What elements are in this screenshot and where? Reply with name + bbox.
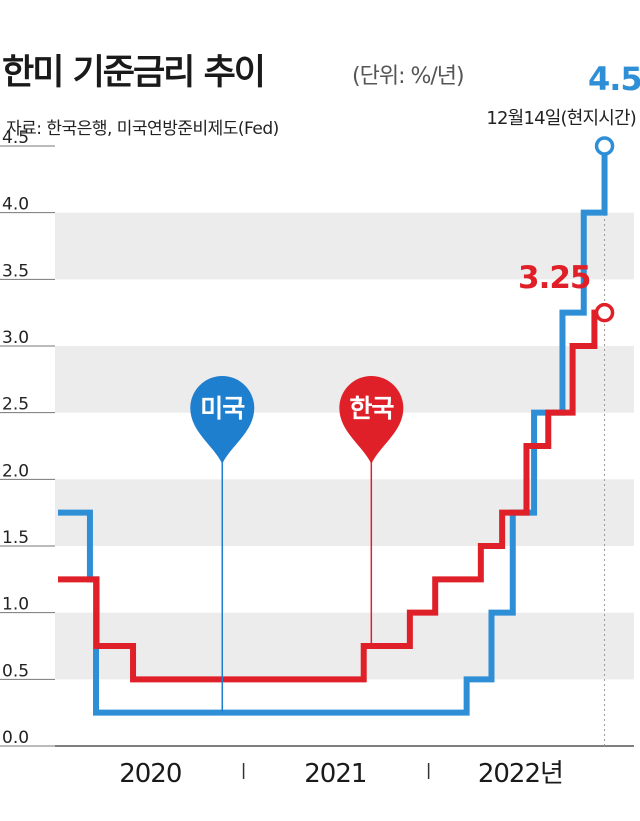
grid-band [55, 612, 634, 680]
x-tick-label: 2020 [119, 759, 181, 789]
series-line-kr [58, 309, 605, 683]
x-tick-label: 2022년 [478, 759, 563, 789]
y-tick-label: 2.5 [2, 395, 29, 415]
marker-label: 한국 [349, 394, 394, 423]
y-tick-label: 4.0 [2, 195, 29, 215]
grid-band [55, 479, 634, 546]
marker-label: 미국 [200, 394, 245, 423]
y-tick-label: 3.5 [2, 261, 29, 281]
end-point-kr [594, 302, 615, 323]
x-axis: 2020 2021 2022년 [55, 154, 634, 789]
grid-band [55, 212, 634, 280]
source-note: 자료: 한국은행, 미국연방준비제도(Fed) [6, 119, 279, 139]
y-tick-label: 1.5 [2, 528, 29, 548]
unit-label: (단위: %/년) [352, 64, 465, 89]
location-pin-icon [339, 376, 404, 464]
event-markers: 미국 한국 [190, 376, 404, 713]
y-tick-label: 0.5 [2, 661, 29, 681]
y-axis: 0.0 0.5 1.0 1.5 2.0 2.5 3.0 3.5 4.0 4.5 [0, 128, 55, 748]
grid-bands [55, 212, 634, 680]
y-tick-label: 3.0 [2, 328, 29, 348]
y-tick-label: 1.0 [2, 595, 29, 615]
kr-final-value-label: 3.25 [518, 260, 591, 296]
chart-title: 한미 기준금리 추이 [2, 53, 266, 93]
y-tick-label: 2.0 [2, 461, 29, 481]
date-note: 12월14일(현지시간) [486, 108, 636, 129]
location-pin-icon [190, 376, 255, 464]
end-point-us [594, 136, 615, 156]
us-final-value-label: 4.5 [588, 60, 640, 98]
x-tick-label: 2021 [304, 759, 366, 789]
y-tick-label: 4.5 [2, 128, 29, 148]
series-lines [58, 136, 615, 716]
y-tick-label: 0.0 [2, 728, 29, 748]
